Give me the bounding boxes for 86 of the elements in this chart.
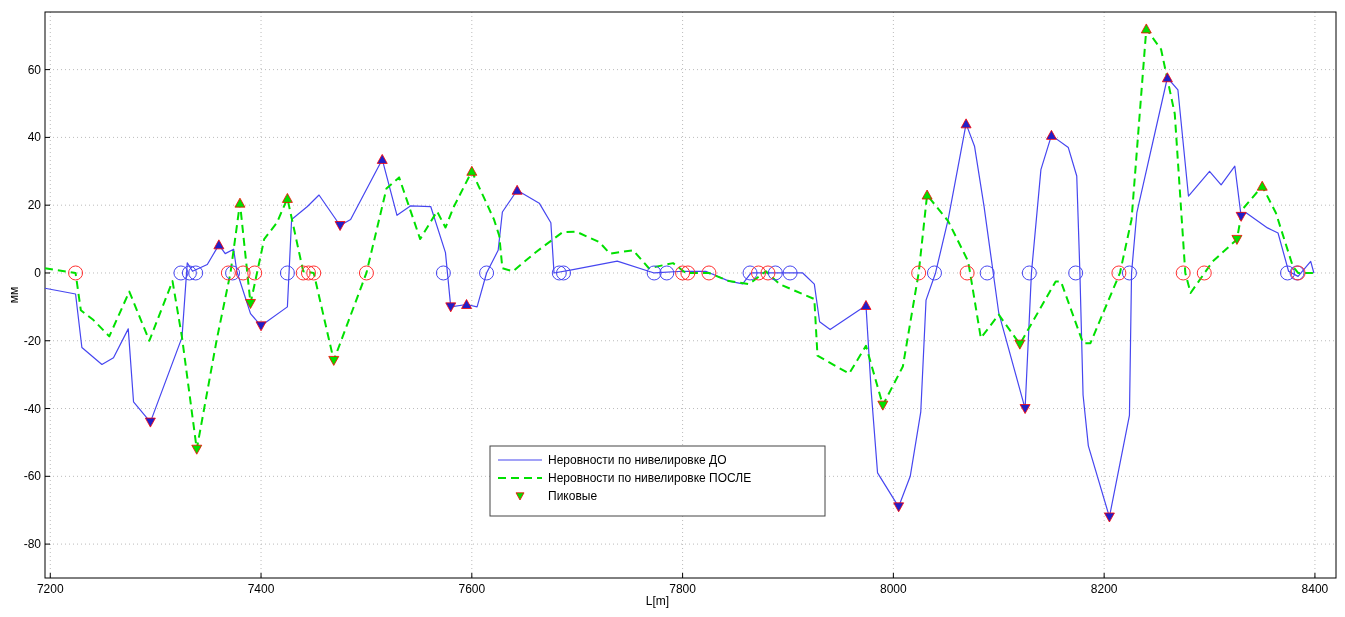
point <box>960 118 972 129</box>
point <box>680 265 696 281</box>
point <box>979 265 995 281</box>
point <box>234 197 246 208</box>
point <box>188 265 204 281</box>
legend-label: Неровности по нивелировке ПОСЛЕ <box>548 471 752 485</box>
point <box>860 300 872 310</box>
point <box>675 265 691 281</box>
point <box>1019 404 1031 414</box>
point <box>1121 265 1137 281</box>
point <box>358 265 374 281</box>
point <box>181 265 197 281</box>
point <box>295 265 311 281</box>
point <box>279 265 295 281</box>
point <box>556 265 572 281</box>
point <box>893 502 905 513</box>
point <box>466 165 478 176</box>
point <box>767 265 783 281</box>
x-tick-label: 7200 <box>36 582 64 596</box>
x-tick-label: 8000 <box>880 582 908 596</box>
point <box>235 265 251 281</box>
point <box>247 265 263 281</box>
point <box>479 265 495 281</box>
point <box>306 265 322 281</box>
point <box>435 265 451 281</box>
point <box>1175 265 1191 281</box>
point <box>144 417 156 428</box>
point <box>750 265 766 281</box>
point <box>551 265 567 281</box>
point <box>213 239 225 250</box>
point <box>255 321 267 332</box>
x-tick-label: 8400 <box>1301 582 1329 596</box>
point <box>376 154 388 164</box>
x-tick-label: 7600 <box>458 582 486 596</box>
point <box>1161 72 1173 83</box>
legend-label: Пиковые <box>548 489 598 503</box>
point <box>173 265 189 281</box>
point <box>220 265 236 281</box>
point <box>281 193 293 203</box>
point <box>1046 129 1057 140</box>
point <box>926 265 942 281</box>
point <box>959 265 975 281</box>
point <box>300 265 316 281</box>
y-tick-label: -80 <box>23 537 42 552</box>
y-axis-title: мм <box>7 286 21 304</box>
point <box>742 265 758 281</box>
point <box>921 189 933 200</box>
point <box>1104 512 1115 523</box>
point <box>659 265 675 281</box>
point <box>1014 339 1026 350</box>
point <box>245 299 256 309</box>
point <box>445 302 457 313</box>
point <box>760 265 776 281</box>
point <box>1235 211 1247 222</box>
point <box>461 299 472 309</box>
point <box>1021 265 1037 281</box>
point <box>646 265 662 281</box>
point <box>511 184 523 195</box>
point <box>68 265 84 281</box>
point <box>782 265 798 281</box>
point <box>701 265 717 281</box>
x-tick-label: 8200 <box>1090 582 1118 596</box>
legend-label: Неровности по нивелировке ДО <box>548 453 727 467</box>
y-tick-label: -60 <box>23 469 42 484</box>
point <box>1231 235 1243 245</box>
x-tick-label: 7400 <box>247 582 275 596</box>
x-tick-label: 7800 <box>669 582 697 596</box>
y-tick-label: -20 <box>23 333 42 348</box>
y-tick-label: -40 <box>23 401 42 416</box>
point <box>1280 265 1296 281</box>
y-tick-label: 60 <box>27 62 42 77</box>
y-tick-label: 20 <box>27 198 42 213</box>
point <box>911 265 927 281</box>
point <box>1111 265 1127 281</box>
point <box>334 221 346 231</box>
y-tick-label: 40 <box>27 130 42 145</box>
x-axis-title: L[m] <box>645 594 670 608</box>
point <box>1196 265 1212 281</box>
point <box>1068 265 1084 281</box>
point <box>1140 23 1152 34</box>
point <box>225 265 241 281</box>
y-tick-label: 0 <box>34 265 42 280</box>
point <box>877 400 889 411</box>
point <box>1256 180 1268 191</box>
point <box>328 356 340 366</box>
point <box>191 444 203 455</box>
